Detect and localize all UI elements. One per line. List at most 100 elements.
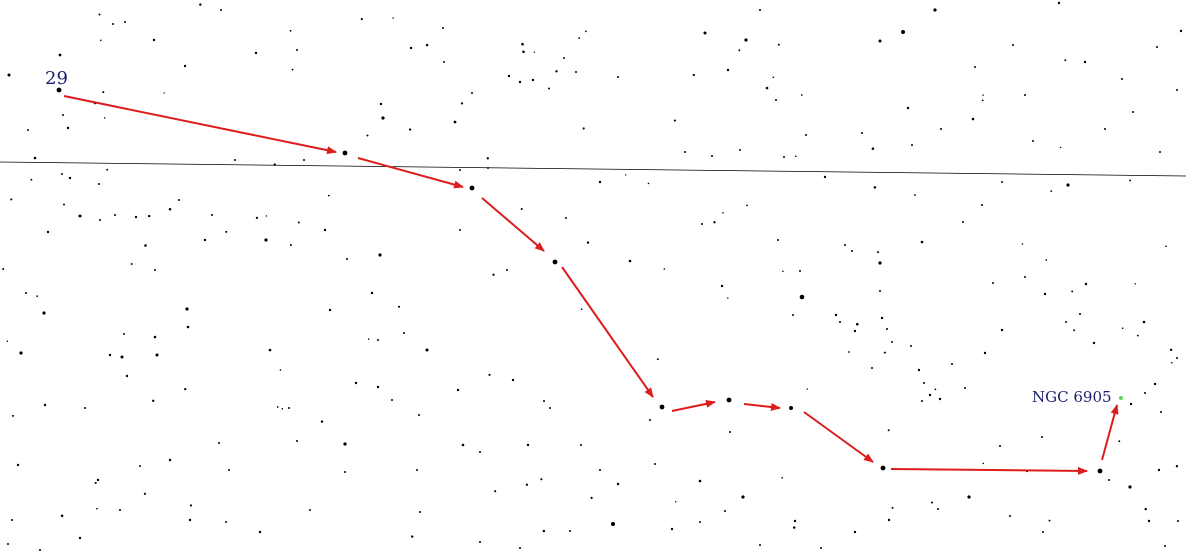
background-star [106,168,109,171]
background-star [403,332,405,334]
background-star [130,263,133,265]
background-star [99,219,101,221]
hop-arrow [671,399,716,412]
background-star [96,507,98,510]
background-star [151,399,155,403]
background-star [1160,411,1162,413]
background-star [366,134,369,137]
background-star [590,496,593,500]
background-star [258,530,262,534]
background-star [11,519,13,521]
background-star [783,156,785,158]
background-star [820,547,822,549]
background-star [1083,60,1087,64]
background-star [78,214,82,218]
background-star [795,155,797,158]
background-star [883,351,886,354]
hop-star [56,87,62,93]
background-star [967,495,971,499]
background-star [580,444,582,446]
background-star [1136,334,1139,337]
hop-arrow [1101,404,1119,461]
background-star [951,363,953,365]
background-star [58,53,62,57]
background-star [459,169,461,171]
background-star [2,268,5,270]
background-star [354,381,358,385]
background-star [460,102,464,105]
hop-star [659,404,665,410]
background-star [781,476,784,479]
background-star [525,483,529,486]
background-star [152,38,156,42]
background-star [861,132,863,134]
background-star [378,253,382,257]
background-star [982,462,985,465]
star-hop-arrows [63,95,1119,475]
background-star [799,270,801,272]
hop-arrow [63,95,337,155]
background-star [983,351,987,355]
background-star [1153,382,1157,386]
background-star [834,313,838,317]
background-star [279,369,282,371]
background-star [16,463,20,467]
background-star [656,358,659,361]
background-star [1000,328,1004,332]
background-star [102,91,105,94]
hop-star [726,397,732,403]
background-star [381,116,385,120]
background-star [799,294,805,300]
background-star [506,269,508,271]
background-star [759,544,761,546]
background-star [974,66,976,68]
background-star [397,305,401,308]
background-star [139,465,141,467]
background-star [456,388,460,392]
background-star [153,335,157,339]
background-star [188,518,192,522]
background-star [36,295,39,297]
background-star [1050,190,1053,192]
background-star [184,387,187,391]
background-star [1084,282,1088,286]
background-star [823,175,827,179]
background-star [616,482,620,486]
background-star [416,469,418,471]
background-star [84,407,86,409]
background-star [848,351,850,353]
background-star [663,268,666,270]
background-star [699,521,701,523]
background-star [1179,29,1183,33]
background-star [168,458,172,462]
background-star [265,215,268,217]
background-star [1079,313,1081,315]
background-star [442,27,444,29]
background-star [123,333,125,335]
background-star [408,128,412,131]
background-star [43,403,47,407]
background-star [964,387,966,389]
hop-arrow [481,197,545,252]
background-star [94,481,97,484]
background-star [1175,465,1179,468]
target-object-label: NGC 6905 [1032,388,1112,406]
background-star [61,173,63,175]
background-star [199,3,202,6]
background-star [920,240,924,244]
background-star [531,78,535,82]
background-star [543,400,545,402]
background-star [1012,44,1014,46]
background-star [670,527,674,531]
background-star [220,9,222,11]
background-star [701,223,703,225]
background-star [296,49,298,51]
background-star [1177,520,1179,522]
background-star [103,117,106,119]
background-star [376,385,380,389]
background-star [183,64,187,68]
background-star [1171,361,1173,364]
background-star [264,238,268,242]
hop-arrow [357,157,464,189]
hop-star [1097,468,1103,474]
